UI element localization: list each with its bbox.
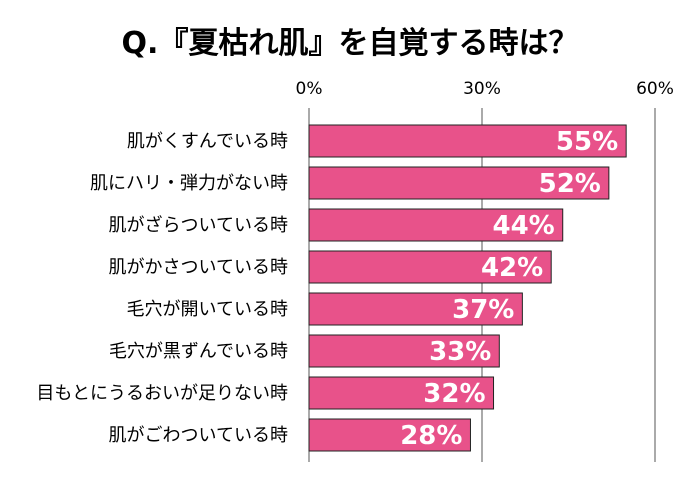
bar-8 xyxy=(308,418,471,452)
category-label-7: 目もとにうるおいが足りない時 xyxy=(36,383,288,404)
x-tick-label-0: 0% xyxy=(296,79,323,99)
data-label-4: 42% xyxy=(481,253,543,283)
bar-3 xyxy=(308,208,564,242)
data-label-1: 55% xyxy=(556,127,618,157)
bar-7 xyxy=(308,376,495,410)
category-label-3: 肌がざらついている時 xyxy=(109,214,288,236)
data-label-2: 52% xyxy=(539,169,601,199)
bar-4 xyxy=(308,250,552,284)
bar-6 xyxy=(308,334,500,368)
x-axis-ticks: 0% 30% 60% xyxy=(296,79,674,99)
data-labels: 55% 52% 44% 42% 37% 33% 32% 28% xyxy=(400,127,618,451)
category-label-5: 毛穴が開いている時 xyxy=(127,299,288,320)
data-label-5: 37% xyxy=(452,295,514,325)
x-tick-label-60: 60% xyxy=(636,79,674,99)
bar-5 xyxy=(308,292,523,326)
bars xyxy=(308,124,627,452)
category-label-1: 肌がくすんでいる時 xyxy=(127,131,288,152)
x-tick-label-30: 30% xyxy=(463,79,501,99)
bar-1 xyxy=(308,124,627,158)
category-label-2: 肌にハリ・弾力がない時 xyxy=(90,173,288,194)
data-label-8: 28% xyxy=(400,421,462,451)
category-label-6: 毛穴が黒ずんでいる時 xyxy=(109,341,288,362)
data-label-7: 32% xyxy=(423,379,485,409)
chart-title: Q.『夏枯れ肌』を自覚する時は？ xyxy=(121,26,579,61)
data-label-6: 33% xyxy=(429,337,491,367)
data-label-3: 44% xyxy=(492,211,554,241)
category-label-4: 肌がかさついている時 xyxy=(109,257,288,278)
category-label-8: 肌がごわついている時 xyxy=(109,425,288,446)
category-labels: 肌がくすんでいる時肌にハリ・弾力がない時肌がざらついている時肌がかさついている時… xyxy=(36,131,288,446)
bar-2 xyxy=(308,166,610,200)
